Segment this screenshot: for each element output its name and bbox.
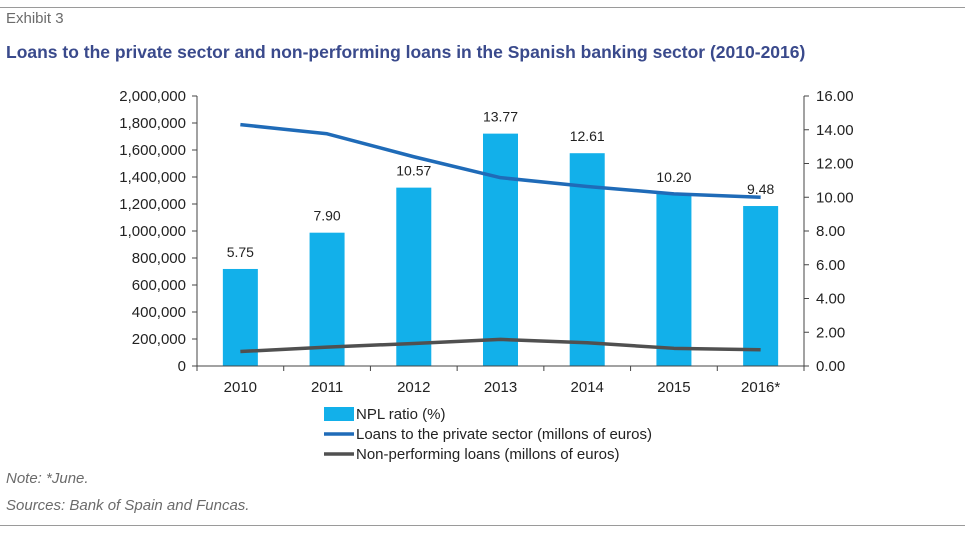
legend-swatch-npl-ratio: [324, 407, 354, 421]
right-tick-label: 0.00: [816, 358, 845, 375]
sources-note: Sources: Bank of Spain and Funcas.: [6, 497, 250, 514]
x-tick-label: 2011: [311, 379, 343, 396]
left-tick-label: 0: [178, 358, 186, 375]
left-tick-label: 1,000,000: [119, 223, 186, 240]
top-rule: [0, 7, 965, 8]
x-tick-label: 2014: [571, 379, 604, 396]
right-tick-label: 2.00: [816, 324, 845, 341]
npl-bar: [743, 206, 779, 366]
left-tick-label: 600,000: [132, 277, 186, 294]
legend-label: NPL ratio (%): [356, 406, 445, 423]
x-tick-label: 2012: [397, 379, 430, 396]
left-tick-label: 2,000,000: [119, 88, 186, 105]
x-tick-label: 2013: [484, 379, 517, 396]
right-tick-label: 12.00: [816, 156, 854, 173]
chart-title: Loans to the private sector and non-perf…: [6, 42, 806, 62]
chart: 5.75 7.90 10.57 13.77 12.61 10.20 9.48 0 200,00…: [119, 88, 853, 463]
exhibit-label: Exhibit 3: [6, 10, 64, 27]
x-tick-label: 2016*: [741, 379, 780, 396]
right-tick-label: 16.00: [816, 88, 854, 105]
right-tick-label: 6.00: [816, 257, 845, 274]
right-tick-label: 14.00: [816, 122, 854, 139]
bar-data-label: 9.48: [747, 181, 774, 197]
left-tick-label: 1,400,000: [119, 169, 186, 186]
left-tick-label: 1,200,000: [119, 196, 186, 213]
bar-data-label: 10.20: [656, 169, 691, 185]
loans-line: [240, 122, 761, 199]
bottom-rule: [0, 525, 965, 526]
axes: 0 200,000 400,000 600,000 800,000 1,000,000 1,…: [119, 88, 853, 396]
left-tick-label: 1,600,000: [119, 142, 186, 159]
footnote: Note: *June.: [6, 470, 89, 487]
bar-data-label: 5.75: [227, 244, 254, 260]
npl-bar: [656, 193, 692, 366]
bar-data-label: 12.61: [570, 128, 605, 144]
npl-amount-line: [240, 337, 761, 354]
npl-bar: [309, 232, 345, 366]
bar-data-label: 10.57: [396, 163, 431, 179]
left-tick-label: 800,000: [132, 250, 186, 267]
npl-bar: [396, 187, 432, 366]
right-tick-label: 10.00: [816, 189, 854, 206]
x-tick-label: 2010: [224, 379, 257, 396]
left-tick-label: 200,000: [132, 331, 186, 348]
legend-label: Non-performing loans (millons of euros): [356, 446, 619, 463]
right-tick-label: 4.00: [816, 291, 845, 308]
bar-group: 5.75 7.90 10.57 13.77 12.61 10.20 9.48: [222, 109, 779, 366]
line-group: [240, 122, 761, 354]
right-tick-label: 8.00: [816, 223, 845, 240]
bar-data-label: 13.77: [483, 109, 518, 125]
legend: NPL ratio (%) Loans to the private sector…: [324, 406, 652, 463]
left-tick-label: 1,800,000: [119, 115, 186, 132]
bar-data-label: 7.90: [313, 208, 340, 224]
left-tick-label: 400,000: [132, 304, 186, 321]
npl-bar: [483, 133, 518, 366]
legend-label: Loans to the private sector (millons of …: [356, 426, 652, 443]
x-tick-label: 2015: [657, 379, 690, 396]
